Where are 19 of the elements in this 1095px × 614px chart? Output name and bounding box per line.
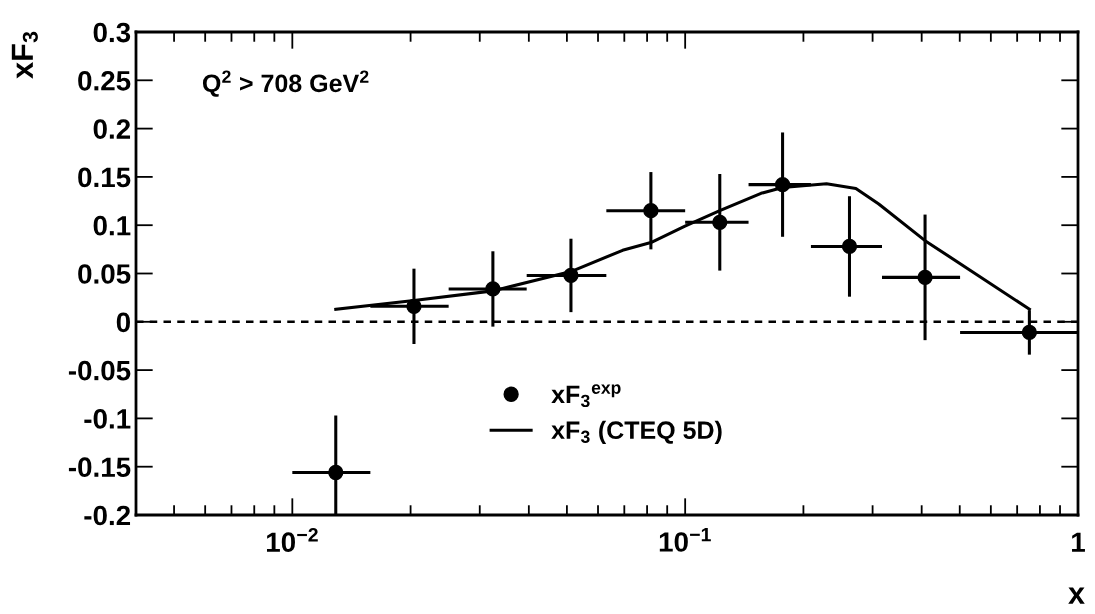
y-tick-label: -0.2 bbox=[84, 505, 131, 526]
y-axis-title: xF$_{3}$ bbox=[11, 31, 38, 79]
legend-label: xF$_{3}$$^{exp}$ bbox=[551, 384, 621, 408]
y-tick-label: -0.05 bbox=[68, 360, 131, 381]
y-tick-label: -0.15 bbox=[68, 457, 131, 478]
y-tick-label: 0.1 bbox=[93, 215, 131, 236]
x-axis-title: x bbox=[1068, 587, 1085, 604]
y-tick-label: -0.1 bbox=[84, 409, 131, 429]
y-tick-label: 0.2 bbox=[93, 119, 131, 139]
annotation: Q$^{2}$ > 708 GeV$^{2}$ bbox=[202, 70, 369, 97]
y-tick-label: 0 bbox=[116, 312, 130, 333]
y-tick-label: 0.3 bbox=[93, 22, 131, 43]
x-tick-label: 10$^{−1}$ bbox=[659, 527, 711, 552]
y-tick-label: 0.05 bbox=[78, 264, 131, 284]
legend-label: xF$_{3}$ (CTEQ 5D) bbox=[551, 420, 722, 444]
y-tick-label: 0.25 bbox=[78, 70, 131, 91]
x-tick-label: 10$^{−2}$ bbox=[266, 527, 318, 553]
x-tick-label: 1 bbox=[1072, 532, 1085, 552]
y-tick-label: 0.15 bbox=[78, 167, 131, 188]
